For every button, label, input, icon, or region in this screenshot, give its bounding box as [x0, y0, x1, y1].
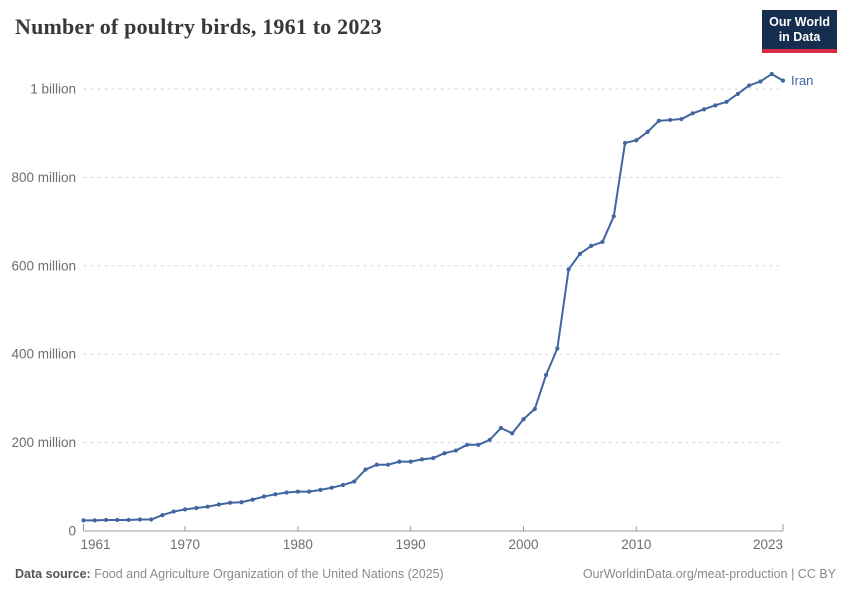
data-point[interactable] — [103, 517, 109, 523]
x-tick-label: 1980 — [283, 537, 313, 552]
data-point[interactable] — [442, 451, 447, 456]
data-point[interactable] — [769, 71, 774, 77]
footer: Data source: Food and Agriculture Organi… — [15, 567, 836, 581]
owid-logo-line2: in Data — [778, 29, 821, 44]
data-point[interactable] — [81, 518, 86, 523]
data-point[interactable] — [92, 518, 97, 523]
data-point[interactable] — [397, 459, 402, 464]
y-tick-label: 200 million — [11, 435, 76, 450]
data-point[interactable] — [645, 129, 650, 134]
data-point[interactable] — [182, 507, 188, 512]
data-point[interactable] — [713, 103, 718, 108]
owid-logo-line1: Our World — [769, 15, 830, 29]
data-series-line[interactable] — [82, 72, 784, 522]
data-point[interactable] — [340, 482, 346, 488]
data-point[interactable] — [622, 140, 628, 146]
data-point[interactable] — [589, 243, 594, 249]
data-point[interactable] — [577, 251, 583, 256]
data-point[interactable] — [228, 500, 233, 505]
attribution: OurWorldinData.org/meat-production | CC … — [583, 567, 836, 581]
data-point[interactable] — [611, 214, 616, 219]
data-point[interactable] — [386, 462, 391, 467]
y-tick-label: 0 — [68, 524, 76, 539]
data-point[interactable] — [532, 406, 537, 412]
attribution-separator: | — [787, 567, 798, 581]
data-point[interactable] — [194, 505, 199, 511]
data-point[interactable] — [363, 467, 368, 472]
data-point[interactable] — [329, 485, 334, 490]
data-point[interactable] — [758, 79, 763, 84]
data-point[interactable] — [510, 431, 515, 436]
y-tick-label: 600 million — [11, 258, 76, 273]
data-point[interactable] — [273, 492, 278, 497]
x-tick-label: 2023 — [753, 537, 783, 552]
x-tick-label: 1961 — [80, 537, 110, 552]
data-point[interactable] — [735, 91, 740, 96]
data-point[interactable] — [374, 462, 379, 467]
data-point[interactable] — [318, 487, 323, 492]
data-point[interactable] — [498, 425, 504, 431]
x-tick-label: 1990 — [396, 537, 426, 552]
data-point[interactable] — [137, 517, 143, 522]
data-point[interactable] — [307, 489, 312, 494]
data-point[interactable] — [634, 138, 639, 143]
data-point[interactable] — [261, 494, 267, 499]
data-point[interactable] — [284, 490, 289, 495]
data-point[interactable] — [521, 417, 526, 422]
data-point[interactable] — [701, 107, 707, 112]
data-point[interactable] — [780, 78, 786, 83]
data-point[interactable] — [250, 497, 255, 502]
x-tick-label: 1970 — [170, 537, 200, 552]
x-tick-label: 2010 — [621, 537, 651, 552]
data-point[interactable] — [352, 479, 357, 484]
data-point[interactable] — [453, 448, 458, 453]
data-point[interactable] — [668, 117, 673, 123]
data-point[interactable] — [487, 437, 492, 443]
y-tick-label: 1 billion — [30, 82, 76, 97]
data-source-text: Food and Agriculture Organization of the… — [90, 567, 444, 581]
data-point[interactable] — [543, 372, 549, 378]
page-title: Number of poultry birds, 1961 to 2023 — [15, 14, 382, 39]
x-tick-label: 2000 — [508, 537, 538, 552]
data-point[interactable] — [656, 118, 661, 123]
series-end-label: Iran — [791, 73, 813, 88]
data-point[interactable] — [295, 489, 300, 494]
data-source-label: Data source: — [15, 567, 91, 581]
data-point[interactable] — [476, 442, 481, 447]
data-point[interactable] — [431, 455, 436, 461]
data-point[interactable] — [679, 116, 684, 122]
data-point[interactable] — [171, 509, 176, 514]
data-point[interactable] — [724, 99, 729, 104]
license-label: CC BY — [797, 567, 836, 581]
data-point[interactable] — [216, 502, 221, 507]
data-point[interactable] — [419, 457, 425, 462]
data-point[interactable] — [747, 83, 752, 88]
data-point[interactable] — [555, 346, 560, 351]
data-point[interactable] — [408, 459, 413, 464]
y-tick-label: 400 million — [11, 347, 76, 362]
data-point[interactable] — [566, 267, 571, 272]
data-point[interactable] — [464, 442, 470, 447]
data-point[interactable] — [239, 500, 244, 505]
data-point[interactable] — [149, 517, 154, 522]
owid-url-link[interactable]: OurWorldinData.org/meat-production — [582, 567, 788, 581]
data-point[interactable] — [600, 239, 605, 245]
data-point[interactable] — [690, 111, 695, 116]
data-point[interactable] — [205, 504, 210, 509]
data-point[interactable] — [126, 517, 131, 523]
owid-logo[interactable]: Our World in Data — [762, 10, 837, 53]
data-source-note: Data source: Food and Agriculture Organi… — [15, 567, 444, 581]
data-point[interactable] — [115, 517, 120, 523]
data-point[interactable] — [160, 512, 165, 518]
y-tick-label: 800 million — [11, 170, 76, 185]
